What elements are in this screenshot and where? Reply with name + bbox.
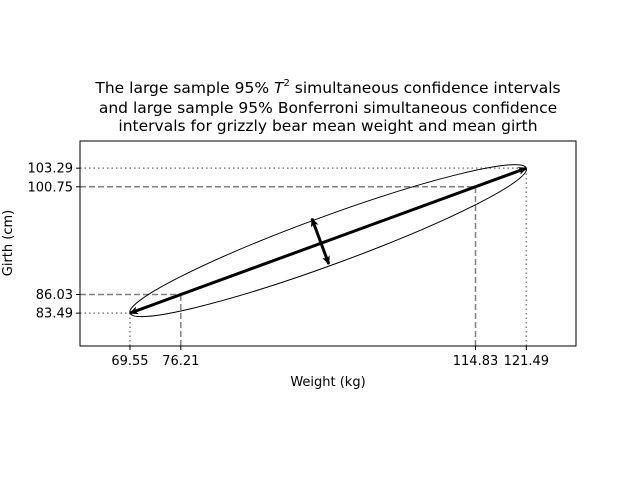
y-axis-ticks: 83.49 86.03 100.75 103.29 [28, 162, 80, 322]
plot-frame [79, 140, 577, 347]
major-axis-arrow [129, 166, 528, 315]
axis-arrows [129, 166, 528, 315]
title-symbol: T [274, 79, 285, 97]
y-tick-label: 86.03 [36, 288, 73, 303]
minor-axis-arrow [310, 217, 331, 265]
y-axis-label: Girth (cm) [1, 210, 16, 276]
chart-title-line-1: The large sample 95% T2 simultaneous con… [94, 78, 560, 97]
title-superscript: 2 [283, 78, 289, 89]
x-tick-label: 121.49 [504, 354, 550, 369]
x-tick-label: 69.55 [111, 354, 148, 369]
y-tick-label: 103.29 [28, 162, 74, 177]
interval-lines [80, 167, 528, 346]
x-tick-label: 76.21 [162, 354, 199, 369]
chart-title-line-3: intervals for grizzly bear mean weight a… [118, 117, 537, 135]
y-tick-label: 100.75 [28, 180, 74, 195]
y-tick-label: 83.49 [36, 307, 73, 322]
x-tick-label: 114.83 [453, 354, 499, 369]
x-axis-ticks: 69.55 76.21 114.83 121.49 [111, 346, 549, 369]
chart-title-line-2: and large sample 95% Bonferroni simultan… [99, 99, 557, 117]
x-axis-label: Weight (kg) [290, 375, 365, 390]
